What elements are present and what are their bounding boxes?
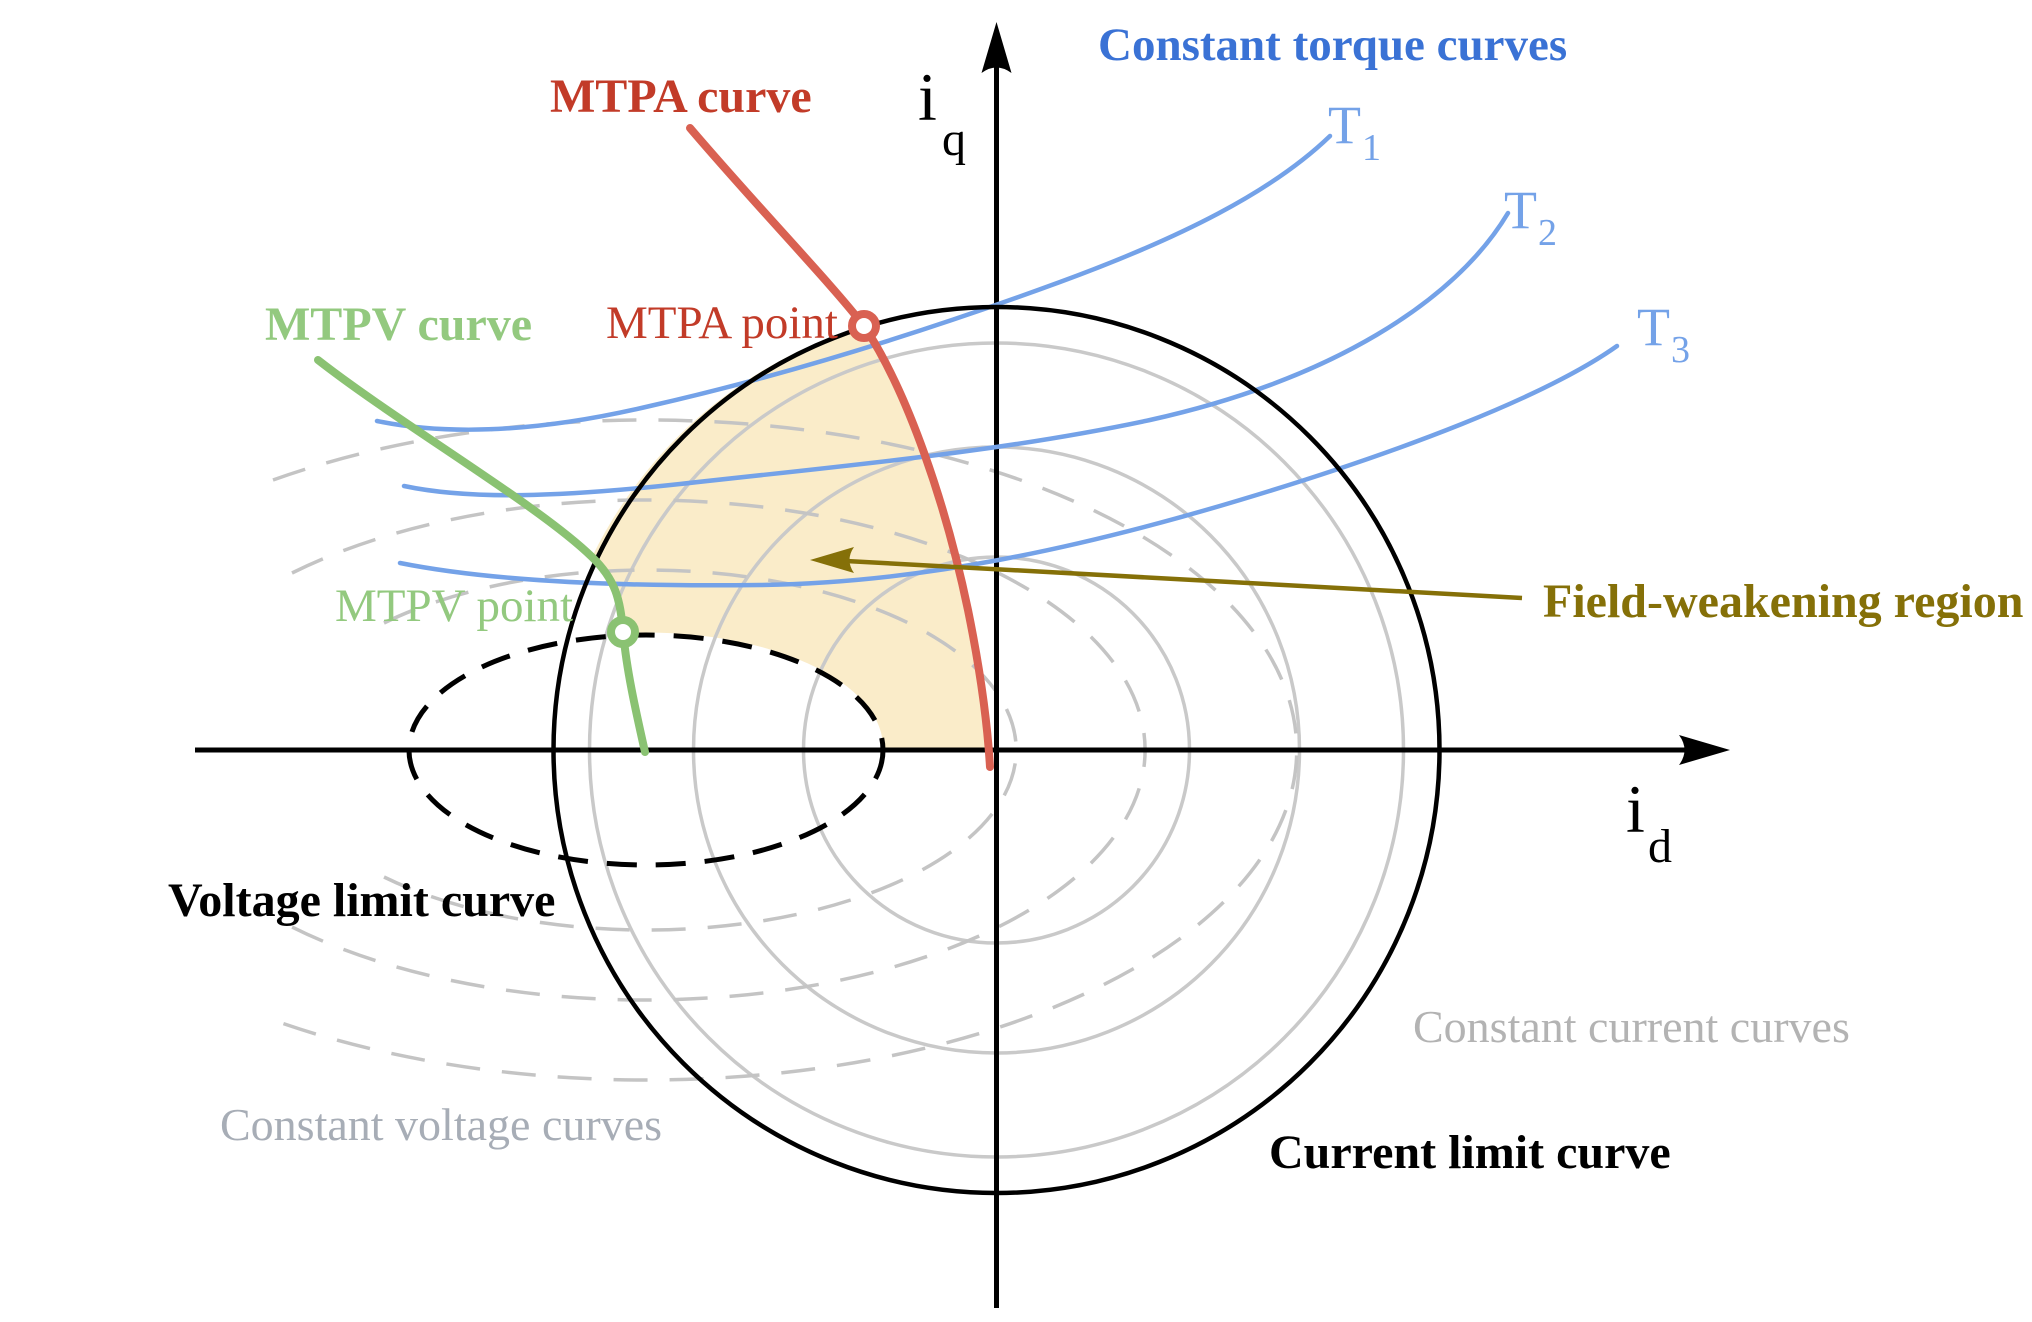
constant-torque-label: Constant torque curves xyxy=(1098,19,1567,71)
current-limit-circle xyxy=(551,304,1442,1196)
torque-t1-label: T xyxy=(1328,95,1361,155)
y-axis-label-sub: q xyxy=(942,113,966,166)
mtpv-point-marker xyxy=(607,616,639,648)
x-axis-label-sub: d xyxy=(1648,820,1672,873)
mtpa-curve-path xyxy=(686,124,994,771)
field-weakening-arrowhead xyxy=(810,547,854,573)
current-limit-label: Current limit curve xyxy=(1269,1126,1671,1179)
field-weakening-label: Field-weakening region xyxy=(1543,575,2023,628)
field-weakening-arrow-line xyxy=(845,558,1523,601)
field-weakening-region-fill xyxy=(592,326,988,750)
voltage-limit-label: Voltage limit curve xyxy=(168,874,555,927)
mtpa-point-label: MTPA point xyxy=(606,297,838,349)
y-axis-arrowhead xyxy=(981,22,1012,73)
x-axis-label: i xyxy=(1626,771,1645,847)
constant-current-label: Constant current curves xyxy=(1413,1001,1850,1052)
torque-curve-t3 xyxy=(397,343,1620,588)
mtpa-curve-label: MTPA curve xyxy=(550,70,812,123)
constant-voltage-label: Constant voltage curves xyxy=(220,1099,662,1150)
torque-t2-sub: 2 xyxy=(1538,212,1557,254)
mtpv-point-label: MTPV point xyxy=(335,580,573,632)
torque-t2-label: T xyxy=(1504,180,1537,240)
torque-t3-sub: 3 xyxy=(1671,329,1690,371)
mtpa-point-marker xyxy=(848,310,880,342)
torque-t1-sub: 1 xyxy=(1362,127,1381,169)
mtpv-curve-path xyxy=(314,356,649,756)
torque-curve-t2 xyxy=(401,210,1511,498)
torque-t3-label: T xyxy=(1637,297,1670,357)
y-axis-label: i xyxy=(918,59,937,135)
mtpv-curve-label: MTPV curve xyxy=(265,298,532,351)
x-axis-arrowhead xyxy=(1679,735,1730,765)
